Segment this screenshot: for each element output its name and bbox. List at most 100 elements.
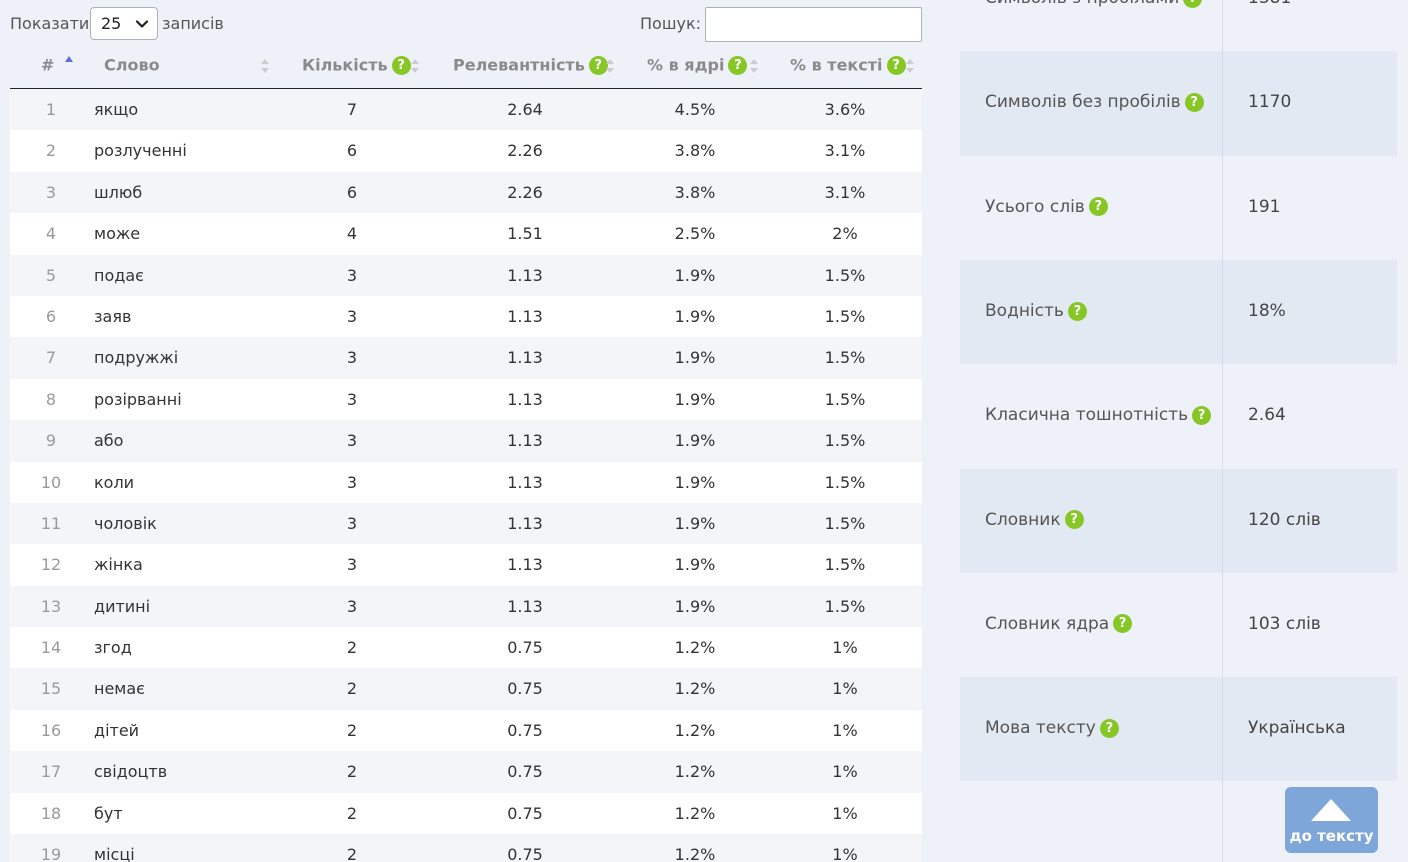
- show-label: Показати: [10, 14, 90, 33]
- cell-word: місці: [94, 845, 135, 862]
- cell-relevance: 0.75: [507, 762, 543, 782]
- cell-number: 8: [45, 389, 57, 409]
- cell-word: розірванні: [94, 389, 182, 409]
- cell-count: 3: [346, 555, 358, 575]
- stat-value: 103 слів: [1248, 613, 1321, 634]
- table-row: 4 може 4 1.51 2.5% 2%: [10, 213, 922, 255]
- table-row: 13 дитині 3 1.13 1.9% 1.5%: [10, 585, 922, 628]
- stat-label-text: Словник ядра: [985, 613, 1110, 634]
- cell-core-percent: 1.9%: [674, 348, 716, 368]
- cell-relevance: 2.26: [507, 182, 543, 202]
- cell-core-percent: 1.9%: [674, 306, 716, 326]
- cell-number: 12: [40, 555, 62, 575]
- help-icon[interactable]: ?: [1113, 614, 1133, 634]
- cell-number: 17: [40, 762, 62, 782]
- help-icon[interactable]: ?: [1192, 405, 1212, 425]
- help-icon[interactable]: ?: [1183, 0, 1203, 8]
- help-icon[interactable]: ?: [886, 56, 906, 75]
- cell-number: 6: [45, 306, 57, 326]
- help-icon[interactable]: ?: [1184, 92, 1204, 112]
- stat-row: [960, 781, 1397, 862]
- cell-count: 3: [346, 389, 358, 409]
- table-row: 8 розірванні 3 1.13 1.9% 1.5%: [10, 378, 922, 421]
- cell-number: 1: [45, 100, 57, 119]
- cell-word: дітей: [94, 720, 140, 740]
- cell-count: 2: [346, 845, 358, 862]
- help-icon[interactable]: ?: [1088, 197, 1108, 217]
- sort-icon: [411, 59, 419, 73]
- cell-count: 7: [346, 100, 358, 119]
- help-icon[interactable]: ?: [391, 56, 411, 75]
- cell-number: 5: [45, 265, 57, 285]
- stat-label: Символів з пробілами?: [985, 0, 1203, 8]
- stat-label: Символів без пробілів?: [985, 92, 1204, 112]
- cell-count: 3: [346, 348, 358, 368]
- cell-count: 3: [346, 265, 358, 285]
- cell-core-percent: 1.9%: [674, 389, 716, 409]
- cell-text-percent: 1.5%: [824, 348, 866, 368]
- cell-text-percent: 1%: [832, 679, 858, 699]
- stat-value: 120 слів: [1248, 509, 1321, 530]
- stat-divider: [1222, 51, 1223, 156]
- cell-text-percent: 1%: [832, 845, 858, 862]
- stat-row: Символів з пробілами? 1381: [960, 0, 1397, 52]
- cell-core-percent: 1.2%: [674, 845, 716, 862]
- column-header-count[interactable]: Кількість?: [302, 45, 411, 88]
- stat-value: 2.64: [1248, 405, 1286, 426]
- search-label: Пошук:: [640, 14, 701, 33]
- cell-text-percent: 1%: [832, 762, 858, 782]
- search-input[interactable]: [705, 7, 922, 42]
- cell-core-percent: 1.9%: [674, 513, 716, 533]
- stat-row: Символів без пробілів? 1170: [960, 51, 1397, 156]
- column-header-relevance[interactable]: Релевантність?: [453, 45, 608, 88]
- cell-text-percent: 1%: [832, 638, 858, 658]
- stat-divider: [1222, 0, 1223, 52]
- records-label: записів: [162, 14, 224, 33]
- help-icon[interactable]: ?: [1099, 718, 1119, 738]
- stat-divider: [1222, 781, 1223, 862]
- cell-core-percent: 1.2%: [674, 720, 716, 740]
- stat-label-text: Символів без пробілів: [985, 92, 1181, 113]
- cell-core-percent: 1.9%: [674, 555, 716, 575]
- cell-word: дитині: [94, 596, 151, 616]
- table-row: 14 згод 2 0.75 1.2% 1%: [10, 627, 922, 669]
- cell-text-percent: 3.1%: [824, 182, 866, 202]
- stat-label-text: Класична тошнотність: [985, 405, 1189, 426]
- help-icon[interactable]: ?: [1067, 301, 1087, 321]
- cell-relevance: 0.75: [507, 803, 543, 823]
- help-icon[interactable]: ?: [728, 56, 748, 75]
- cell-word: шлюб: [94, 182, 143, 202]
- cell-word: бут: [94, 803, 123, 823]
- cell-core-percent: 1.9%: [674, 265, 716, 285]
- page-length-select[interactable]: 25: [90, 7, 158, 40]
- cell-relevance: 1.13: [507, 513, 543, 533]
- cell-core-percent: 1.2%: [674, 679, 716, 699]
- back-to-text-button[interactable]: до тексту: [1285, 787, 1378, 853]
- cell-word: подружжі: [94, 348, 179, 368]
- column-header-word[interactable]: Слово: [104, 55, 160, 75]
- table-row: 16 дітей 2 0.75 1.2% 1%: [10, 709, 922, 752]
- cell-word: свідоцтв: [94, 762, 168, 782]
- column-header-number[interactable]: #: [41, 55, 55, 75]
- page-length-value: 25: [101, 14, 122, 33]
- cell-number: 4: [45, 224, 57, 244]
- column-header-core-percent[interactable]: % в ядрі?: [647, 45, 748, 88]
- back-to-text-label: до тексту: [1289, 827, 1374, 845]
- cell-number: 19: [40, 845, 62, 862]
- cell-count: 3: [346, 513, 358, 533]
- help-icon[interactable]: ?: [1064, 510, 1084, 530]
- column-header-text-percent[interactable]: % в тексті?: [790, 45, 906, 88]
- table-row: 19 місці 2 0.75 1.2% 1%: [10, 834, 922, 862]
- cell-word: згод: [94, 638, 132, 658]
- cell-count: 3: [346, 472, 358, 492]
- cell-number: 3: [45, 182, 57, 202]
- table-row: 7 подружжі 3 1.13 1.9% 1.5%: [10, 337, 922, 379]
- cell-relevance: 1.13: [507, 555, 543, 575]
- cell-number: 18: [40, 803, 62, 823]
- cell-number: 13: [40, 596, 62, 616]
- table-row: 10 коли 3 1.13 1.9% 1.5%: [10, 461, 922, 503]
- cell-relevance: 1.13: [507, 596, 543, 616]
- cell-count: 6: [346, 182, 358, 202]
- cell-relevance: 1.13: [507, 431, 543, 451]
- help-icon[interactable]: ?: [588, 56, 608, 75]
